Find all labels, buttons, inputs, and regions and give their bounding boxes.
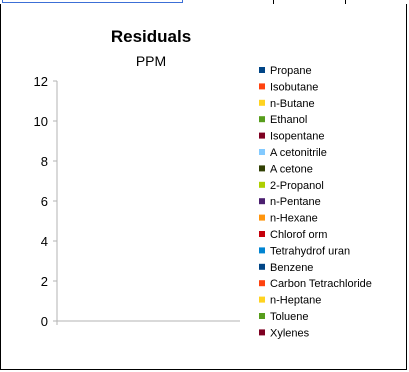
legend-entry: Tetrahydrof uran [259, 245, 350, 257]
legend-swatch [259, 214, 265, 221]
legend-swatch [259, 313, 265, 319]
legend-swatch [259, 165, 265, 172]
legend-entry: Toluene [259, 311, 309, 323]
column-divider [345, 0, 346, 4]
legend-entry: Ethanol [259, 114, 307, 126]
legend-swatch [259, 181, 265, 188]
chart-frame [0, 4, 407, 370]
legend-label: Isopentane [270, 131, 324, 143]
legend-entry: Benzene [259, 262, 313, 274]
selected-cell-border [2, 0, 183, 3]
chart-subtitle: PPM [136, 53, 166, 69]
column-divider [273, 0, 274, 4]
legend-label: n-Hexane [270, 213, 318, 225]
legend-label: A cetonitrile [270, 147, 327, 159]
legend-entry: 2-Propanol [259, 180, 324, 192]
legend-entry: Isobutane [259, 81, 318, 93]
legend-label: Carbon Tetrachloride [270, 278, 372, 290]
legend-swatch [259, 231, 265, 237]
legend-entry: Chlorof orm [259, 229, 327, 241]
legend-label: n-Pentane [270, 196, 321, 208]
legend-entry: n-Hexane [259, 213, 318, 225]
legend-label: Ethanol [270, 114, 307, 126]
legend-swatch [259, 132, 265, 139]
y-axis: 0 2 4 6 8 10 12 [34, 74, 58, 329]
legend-label: Toluene [270, 311, 309, 323]
legend-swatch [259, 198, 265, 205]
legend-label: n-Heptane [270, 295, 321, 307]
spreadsheet-top-strip [0, 0, 409, 4]
y-tick-label: 12 [34, 74, 48, 89]
y-tick-label: 0 [41, 314, 48, 329]
y-tick-label: 10 [34, 114, 48, 129]
legend-label: Benzene [270, 262, 313, 274]
chart-title: Residuals [111, 27, 191, 46]
legend: Propane Isobutane n-Butane Ethanol Isopentan… [259, 65, 372, 339]
legend-swatch [259, 329, 265, 336]
legend-entry: Propane [259, 65, 312, 77]
legend-entry: Xylenes [259, 327, 310, 339]
legend-entry: A cetonitrile [259, 147, 327, 159]
y-tick-label: 4 [41, 234, 48, 249]
legend-entry: A cetone [259, 163, 313, 175]
legend-label: Isobutane [270, 81, 318, 93]
legend-swatch [259, 280, 265, 287]
legend-label: n-Butane [270, 98, 315, 110]
legend-entry: n-Pentane [259, 196, 321, 208]
legend-label: Xylenes [270, 327, 310, 339]
legend-swatch [259, 149, 265, 155]
legend-entry: Isopentane [259, 131, 324, 143]
legend-entry: n-Butane [259, 98, 315, 110]
y-tick-label: 8 [41, 154, 48, 169]
legend-swatch [259, 116, 265, 123]
y-tick-label: 6 [41, 194, 48, 209]
legend-label: 2-Propanol [270, 180, 324, 192]
legend-label: A cetone [270, 163, 313, 175]
legend-swatch [259, 83, 265, 90]
legend-swatch [259, 67, 265, 73]
legend-entry: Carbon Tetrachloride [259, 278, 372, 290]
legend-entry: n-Heptane [259, 295, 321, 307]
legend-label: Propane [270, 65, 312, 77]
legend-swatch [259, 263, 265, 270]
y-tick-label: 2 [41, 274, 48, 289]
legend-swatch [259, 296, 265, 303]
legend-label: Chlorof orm [270, 229, 327, 241]
legend-swatch [259, 247, 265, 254]
legend-swatch [259, 99, 265, 106]
legend-label: Tetrahydrof uran [270, 245, 350, 257]
